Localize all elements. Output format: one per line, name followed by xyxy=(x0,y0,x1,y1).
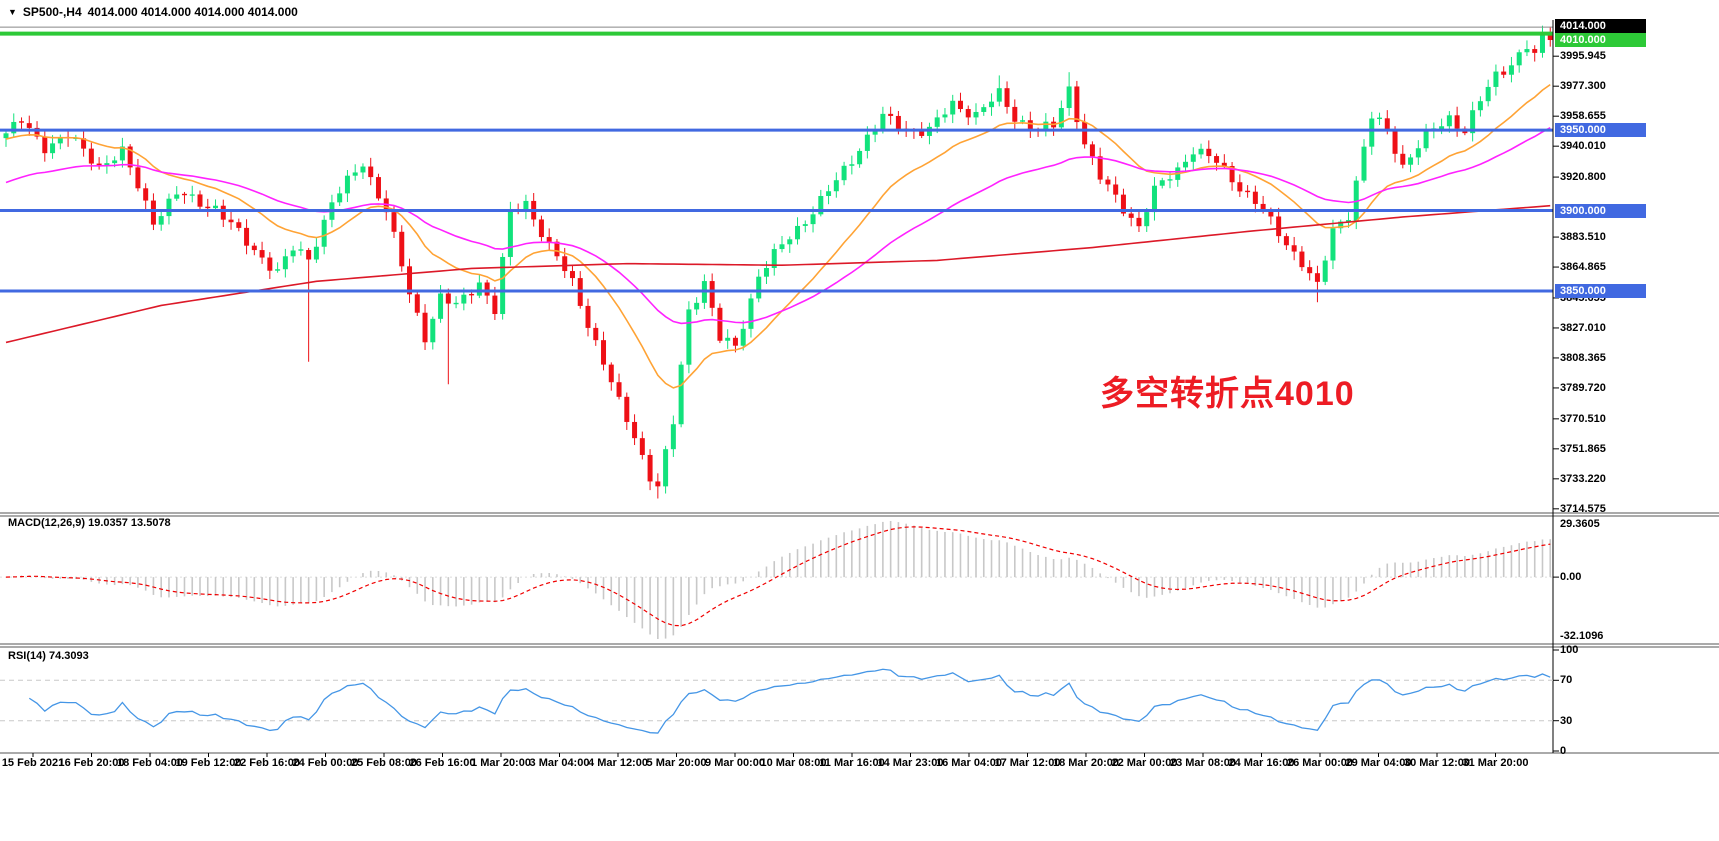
time-tick-label: 16 Mar 04:00 xyxy=(935,757,1003,769)
price-tick-label: 3751.865 xyxy=(1560,442,1606,455)
price-tick-label: 3808.365 xyxy=(1560,351,1606,364)
time-tick-label: 23 Mar 08:00 xyxy=(1169,757,1237,769)
price-tick-label: 3714.575 xyxy=(1560,502,1606,515)
symbol-dropdown-icon[interactable]: ▼ xyxy=(8,7,17,17)
price-tick-label: 3977.300 xyxy=(1560,80,1606,93)
time-tick-label: 16 Feb 20:00 xyxy=(58,757,125,769)
price-tick-label: 3920.800 xyxy=(1560,171,1606,184)
time-tick-label: 26 Mar 00:00 xyxy=(1286,757,1354,769)
price-tick-label: 3770.510 xyxy=(1560,412,1606,425)
time-tick-label: 19 Feb 12:00 xyxy=(175,757,242,769)
time-tick-label: 24 Feb 00:00 xyxy=(292,757,359,769)
time-tick-label: 22 Feb 16:00 xyxy=(233,757,301,769)
price-tick-label: 3958.655 xyxy=(1560,110,1606,123)
time-tick-label: 11 Mar 16:00 xyxy=(819,757,885,769)
price-level-box: 3850.000 xyxy=(1555,283,1646,298)
rsi-name: RSI(14) xyxy=(8,650,46,662)
annotation-text: 多空转折点4010 xyxy=(1100,375,1355,413)
price-tick-label: 3827.010 xyxy=(1560,321,1606,334)
price-tick-label: 0.00 xyxy=(1560,571,1582,584)
price-tick-label: 3864.865 xyxy=(1560,261,1606,274)
price-tick-label: 3789.720 xyxy=(1560,381,1606,394)
time-tick-label: 26 Feb 16:00 xyxy=(409,757,476,769)
price-level-box: 4010.000 xyxy=(1555,33,1646,47)
time-tick-label: 31 Mar 20:00 xyxy=(1462,757,1529,769)
price-level-box: 3950.000 xyxy=(1555,123,1646,138)
time-tick-label: 10 Mar 08:00 xyxy=(760,757,827,769)
time-tick-label: 29 Mar 04:00 xyxy=(1345,757,1412,769)
time-tick-label: 17 Mar 12:00 xyxy=(994,757,1061,769)
time-tick-label: 15 Feb 2021 xyxy=(1,757,65,769)
time-tick-label: 30 Mar 12:00 xyxy=(1403,757,1471,769)
macd-indicator-label: MACD(12,26,9) 19.0357 13.5078 xyxy=(8,517,171,529)
time-tick-label: 25 Feb 08:00 xyxy=(350,757,418,769)
time-tick-label: 9 Mar 00:00 xyxy=(705,757,765,769)
price-tick-label: 100 xyxy=(1560,644,1579,656)
price-level-box: 3900.000 xyxy=(1555,203,1646,218)
macd-values: 19.0357 13.5078 xyxy=(88,517,171,529)
price-tick-label: -32.1096 xyxy=(1560,630,1604,642)
time-tick-label: 24 Mar 16:00 xyxy=(1228,757,1295,769)
ohlc-quote-values: 4014.000 4014.000 4014.000 4014.000 xyxy=(87,5,298,19)
time-tick-label: 4 Mar 12:00 xyxy=(588,757,648,769)
price-tick-label: 0 xyxy=(1560,745,1567,757)
price-tick-label: 29.3605 xyxy=(1560,518,1600,530)
rsi-value: 74.3093 xyxy=(48,650,89,662)
time-tick-label: 18 Feb 04:00 xyxy=(116,757,184,769)
price-tick-label: 30 xyxy=(1560,714,1573,727)
macd-name: MACD(12,26,9) xyxy=(8,517,86,529)
rsi-indicator-label: RSI(14) 74.3093 xyxy=(8,650,89,662)
time-tick-label: 18 Mar 20:00 xyxy=(1052,757,1120,769)
chart-title-bar: ▼ SP500-,H4 4014.000 4014.000 4014.000 4… xyxy=(8,4,298,20)
time-tick-label: 5 Mar 20:00 xyxy=(646,757,707,769)
time-tick-label: 3 Mar 04:00 xyxy=(529,757,590,769)
price-tick-label: 3995.945 xyxy=(1560,50,1606,63)
time-tick-label: 1 Mar 20:00 xyxy=(471,757,531,769)
price-tick-label: 3883.510 xyxy=(1560,231,1606,244)
price-tick-label: 3733.220 xyxy=(1560,472,1606,485)
time-tick-label: 22 Mar 00:00 xyxy=(1111,757,1178,769)
time-tick-label: 14 Mar 23:00 xyxy=(877,757,944,769)
symbol-timeframe-label: SP500-,H4 xyxy=(22,5,82,19)
price-level-box: 4014.000 xyxy=(1555,19,1646,33)
price-tick-label: 70 xyxy=(1560,674,1573,687)
price-tick-label: 3940.010 xyxy=(1560,140,1606,153)
